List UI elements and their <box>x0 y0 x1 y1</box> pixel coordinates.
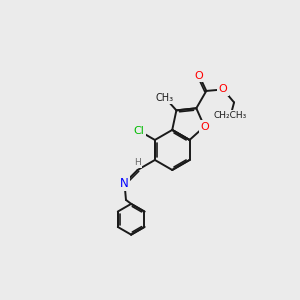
Text: N: N <box>120 176 129 190</box>
Text: O: O <box>195 70 203 81</box>
Text: CH₃: CH₃ <box>156 93 174 103</box>
Text: Cl: Cl <box>134 126 144 136</box>
Text: H: H <box>134 158 141 167</box>
Text: CH₂CH₃: CH₂CH₃ <box>214 111 247 120</box>
Text: O: O <box>200 122 209 132</box>
Text: O: O <box>219 85 228 94</box>
